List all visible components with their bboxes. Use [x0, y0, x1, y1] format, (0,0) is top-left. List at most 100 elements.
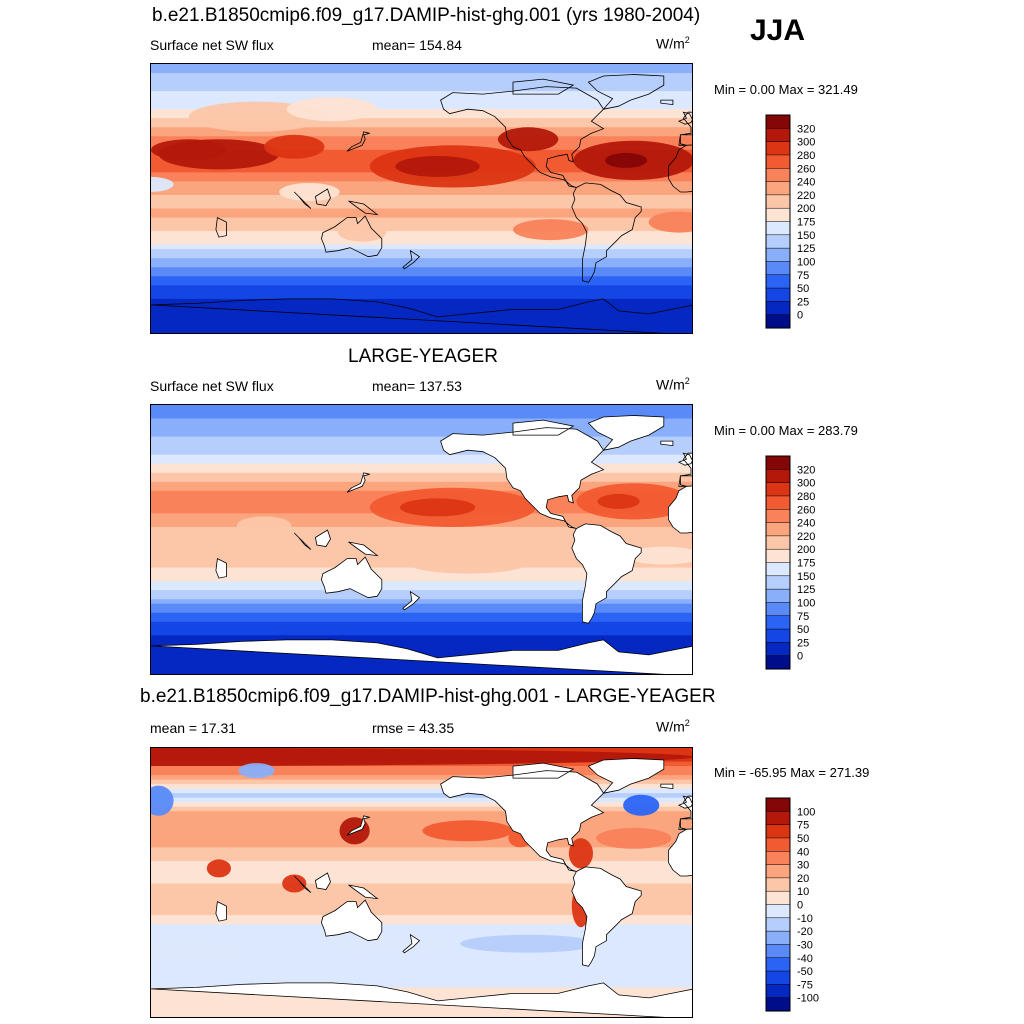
panel-3-title: b.e21.B1850cmip6.f09_g17.DAMIP-hist-ghg.… [140, 686, 716, 707]
map-zonal-band [151, 797, 692, 803]
colorbar-tick-label: 300 [797, 137, 815, 149]
map-coastline-samerica [571, 866, 642, 967]
panel-2-colorbar: 320 300 280 260 240 220 200 175 150 125 100 75 50 25 0 [765, 455, 826, 671]
panel-1-map [150, 63, 693, 334]
map-zonal-band [151, 276, 692, 282]
panel-1-variable-label: Surface net SW flux [150, 37, 274, 53]
map-zonal-band [151, 576, 692, 582]
map-zonal-band [151, 258, 692, 264]
colorbar-box [765, 207, 791, 223]
colorbar-box [765, 234, 791, 249]
panel-1-unit-label: W/m2 [656, 35, 690, 52]
colorbar-tick-label: 260 [797, 504, 815, 516]
map-zonal-band [151, 217, 692, 223]
map-zonal-band [151, 1014, 692, 1017]
map-zonal-band [151, 231, 692, 237]
map-land-mask-samerica [571, 523, 642, 624]
colorbar-box [765, 114, 791, 129]
map-zonal-band [151, 244, 692, 250]
colorbar-box [765, 154, 791, 169]
panel-3-colorbar: 100 75 50 40 30 20 10 0 -10 -20 -30 -40 -50 -75 -100 [765, 797, 826, 1013]
map-zonal-band [151, 960, 692, 966]
colorbar-box [765, 864, 791, 879]
map-field-cell [338, 223, 387, 242]
map-field-cell [460, 934, 596, 953]
map-zonal-band [151, 253, 692, 259]
map-field-cell [568, 838, 593, 869]
map-coastline-nz [402, 249, 421, 270]
colorbar-tick-label: 0 [797, 651, 803, 663]
map-coastline-arcticisl [512, 762, 575, 779]
map-coastline-samerica [571, 523, 642, 624]
map-zonal-band [151, 472, 692, 478]
map-zonal-band [151, 481, 692, 487]
map-zonal-band [151, 955, 692, 961]
map-zonal-band [151, 910, 692, 916]
map-zonal-band [151, 441, 692, 447]
map-land-mask-madagascar [215, 558, 227, 579]
map-zonal-band [151, 590, 692, 596]
map-zonal-band [151, 330, 692, 333]
colorbar-box [765, 970, 791, 985]
map-coastline-indonesia2 [314, 188, 331, 206]
map-zonal-band [151, 662, 692, 668]
map-zonal-band [151, 190, 692, 196]
map-coastline-japan [346, 472, 370, 493]
colorbar-tick-label: 260 [797, 163, 815, 175]
map-field-cell [597, 493, 640, 509]
map-coastline-namerica [440, 770, 605, 872]
season-label: JJA [750, 14, 806, 47]
map-zonal-band [151, 594, 692, 600]
panel-2-map [150, 404, 693, 675]
map-zonal-band [151, 766, 692, 772]
colorbar-box [765, 957, 791, 972]
map-coastline-uk [677, 111, 692, 125]
colorbar-tick-label: 200 [797, 544, 815, 556]
colorbar-tick-label: 25 [797, 296, 809, 308]
colorbar-tick-label: 280 [797, 491, 815, 503]
map-zonal-band [151, 100, 692, 106]
colorbar-box [765, 495, 791, 510]
map-zonal-band [151, 815, 692, 821]
map-coastline-indonesia2 [314, 529, 331, 547]
map-field-cell [151, 139, 227, 161]
colorbar-tick-label: 125 [797, 584, 815, 596]
colorbar-tick-label: 125 [797, 243, 815, 255]
colorbar-box [765, 575, 791, 590]
map-zonal-band [151, 235, 692, 241]
colorbar-tick-label: 100 [797, 806, 815, 818]
colorbar-tick-label: 40 [797, 846, 809, 858]
map-zonal-band [151, 113, 692, 119]
colorbar-box [765, 930, 791, 945]
colorbar-box [765, 837, 791, 852]
map-land-mask-indonesia2 [315, 530, 331, 547]
map-zonal-band [151, 409, 692, 415]
map-zonal-band [151, 226, 692, 232]
colorbar-tick-label: 150 [797, 230, 815, 242]
colorbar-tick-label: -10 [797, 913, 813, 925]
map-zonal-band [151, 127, 692, 133]
map-zonal-band [151, 316, 692, 323]
panel-3-map [150, 747, 693, 1018]
map-field-cell [399, 498, 476, 517]
map-zonal-band [151, 418, 692, 424]
colorbar-box [765, 904, 791, 919]
map-field-cell [648, 211, 692, 233]
colorbar-box [765, 181, 791, 196]
colorbar-tick-label: 175 [797, 217, 815, 229]
map-zonal-band [151, 851, 692, 857]
map-zonal-band [151, 779, 692, 785]
map-zonal-band [151, 599, 692, 605]
map-land-mask-iceland [660, 441, 673, 446]
map-coastline-australia [320, 215, 383, 258]
map-land-mask-newguinea [348, 542, 378, 556]
colorbar-box [765, 588, 791, 603]
map-zonal-band [151, 806, 692, 812]
map-coastline-namerica [440, 427, 605, 529]
colorbar-tick-label: 320 [797, 464, 815, 476]
map-zonal-band [151, 567, 692, 573]
colorbar-box [765, 509, 791, 524]
colorbar-tick-label: 220 [797, 531, 815, 543]
map-land-mask-uk [678, 796, 692, 809]
map-coastline-newguinea [348, 200, 379, 216]
